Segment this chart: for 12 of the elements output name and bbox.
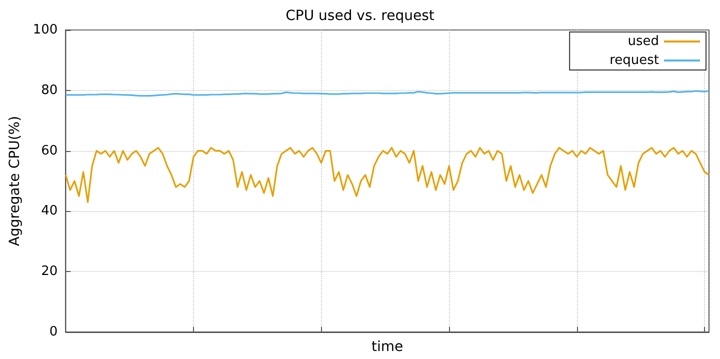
y-tick-label: 0 bbox=[49, 324, 58, 340]
chart-title: CPU used vs. request bbox=[286, 8, 435, 24]
y-tick-label: 40 bbox=[41, 204, 58, 219]
y-axis-title: Aggregate CPU(%) bbox=[7, 116, 23, 246]
y-tick-label: 20 bbox=[41, 264, 58, 280]
legend-label: request bbox=[610, 53, 659, 68]
y-tick-label: 80 bbox=[41, 82, 58, 98]
legend-label: used bbox=[628, 34, 659, 49]
y-tick-label: 60 bbox=[41, 143, 58, 158]
y-tick-label: 100 bbox=[32, 22, 58, 38]
x-axis-title: time bbox=[372, 339, 404, 355]
line-series bbox=[64, 146, 710, 203]
